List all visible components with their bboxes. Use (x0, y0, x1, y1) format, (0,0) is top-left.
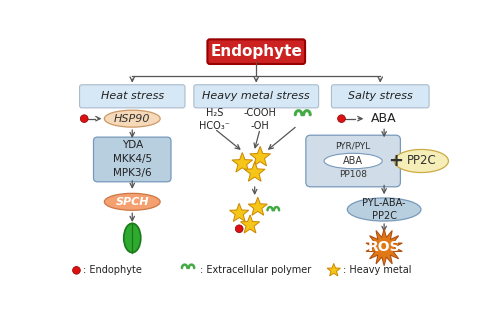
Polygon shape (366, 229, 403, 266)
FancyBboxPatch shape (332, 85, 429, 108)
Polygon shape (232, 152, 252, 172)
Text: YDA
MKK4/5
MPK3/6: YDA MKK4/5 MPK3/6 (112, 140, 152, 179)
Text: PP108: PP108 (339, 170, 367, 179)
Polygon shape (230, 203, 249, 221)
FancyBboxPatch shape (80, 85, 185, 108)
Text: : Heavy metal: : Heavy metal (343, 265, 411, 275)
Text: PP2C: PP2C (406, 154, 436, 168)
Text: ABA: ABA (372, 112, 397, 125)
Ellipse shape (324, 153, 382, 169)
Text: ABA: ABA (343, 156, 363, 166)
Circle shape (236, 225, 243, 232)
Polygon shape (327, 263, 340, 276)
Text: Heavy metal stress: Heavy metal stress (202, 91, 310, 101)
Text: SPCH: SPCH (116, 197, 149, 207)
Text: : Endophyte: : Endophyte (82, 265, 142, 275)
Polygon shape (240, 215, 260, 233)
Text: : Extracellular polymer: : Extracellular polymer (200, 265, 312, 275)
Text: Heat stress: Heat stress (100, 91, 164, 101)
Ellipse shape (394, 149, 448, 173)
Polygon shape (250, 146, 270, 166)
FancyBboxPatch shape (306, 135, 400, 187)
Text: H₂S
HCO₃⁻: H₂S HCO₃⁻ (199, 108, 230, 131)
Text: PYR/PYL: PYR/PYL (336, 141, 371, 150)
Circle shape (338, 115, 345, 123)
FancyBboxPatch shape (94, 137, 171, 182)
Polygon shape (248, 197, 268, 215)
Text: Salty stress: Salty stress (348, 91, 412, 101)
Circle shape (80, 115, 88, 123)
Text: Endophyte: Endophyte (210, 44, 302, 59)
FancyBboxPatch shape (194, 85, 318, 108)
Text: ROS: ROS (368, 240, 400, 254)
Text: HSP90: HSP90 (114, 114, 150, 124)
Ellipse shape (124, 223, 141, 253)
Ellipse shape (104, 110, 160, 127)
Ellipse shape (104, 193, 160, 210)
Text: +: + (388, 152, 403, 170)
FancyBboxPatch shape (208, 39, 305, 64)
Text: PYL-ABA-
PP2C: PYL-ABA- PP2C (362, 198, 406, 221)
Circle shape (72, 266, 80, 274)
Ellipse shape (348, 198, 421, 221)
Polygon shape (244, 162, 265, 181)
Text: -COOH
-OH: -COOH -OH (244, 108, 276, 131)
